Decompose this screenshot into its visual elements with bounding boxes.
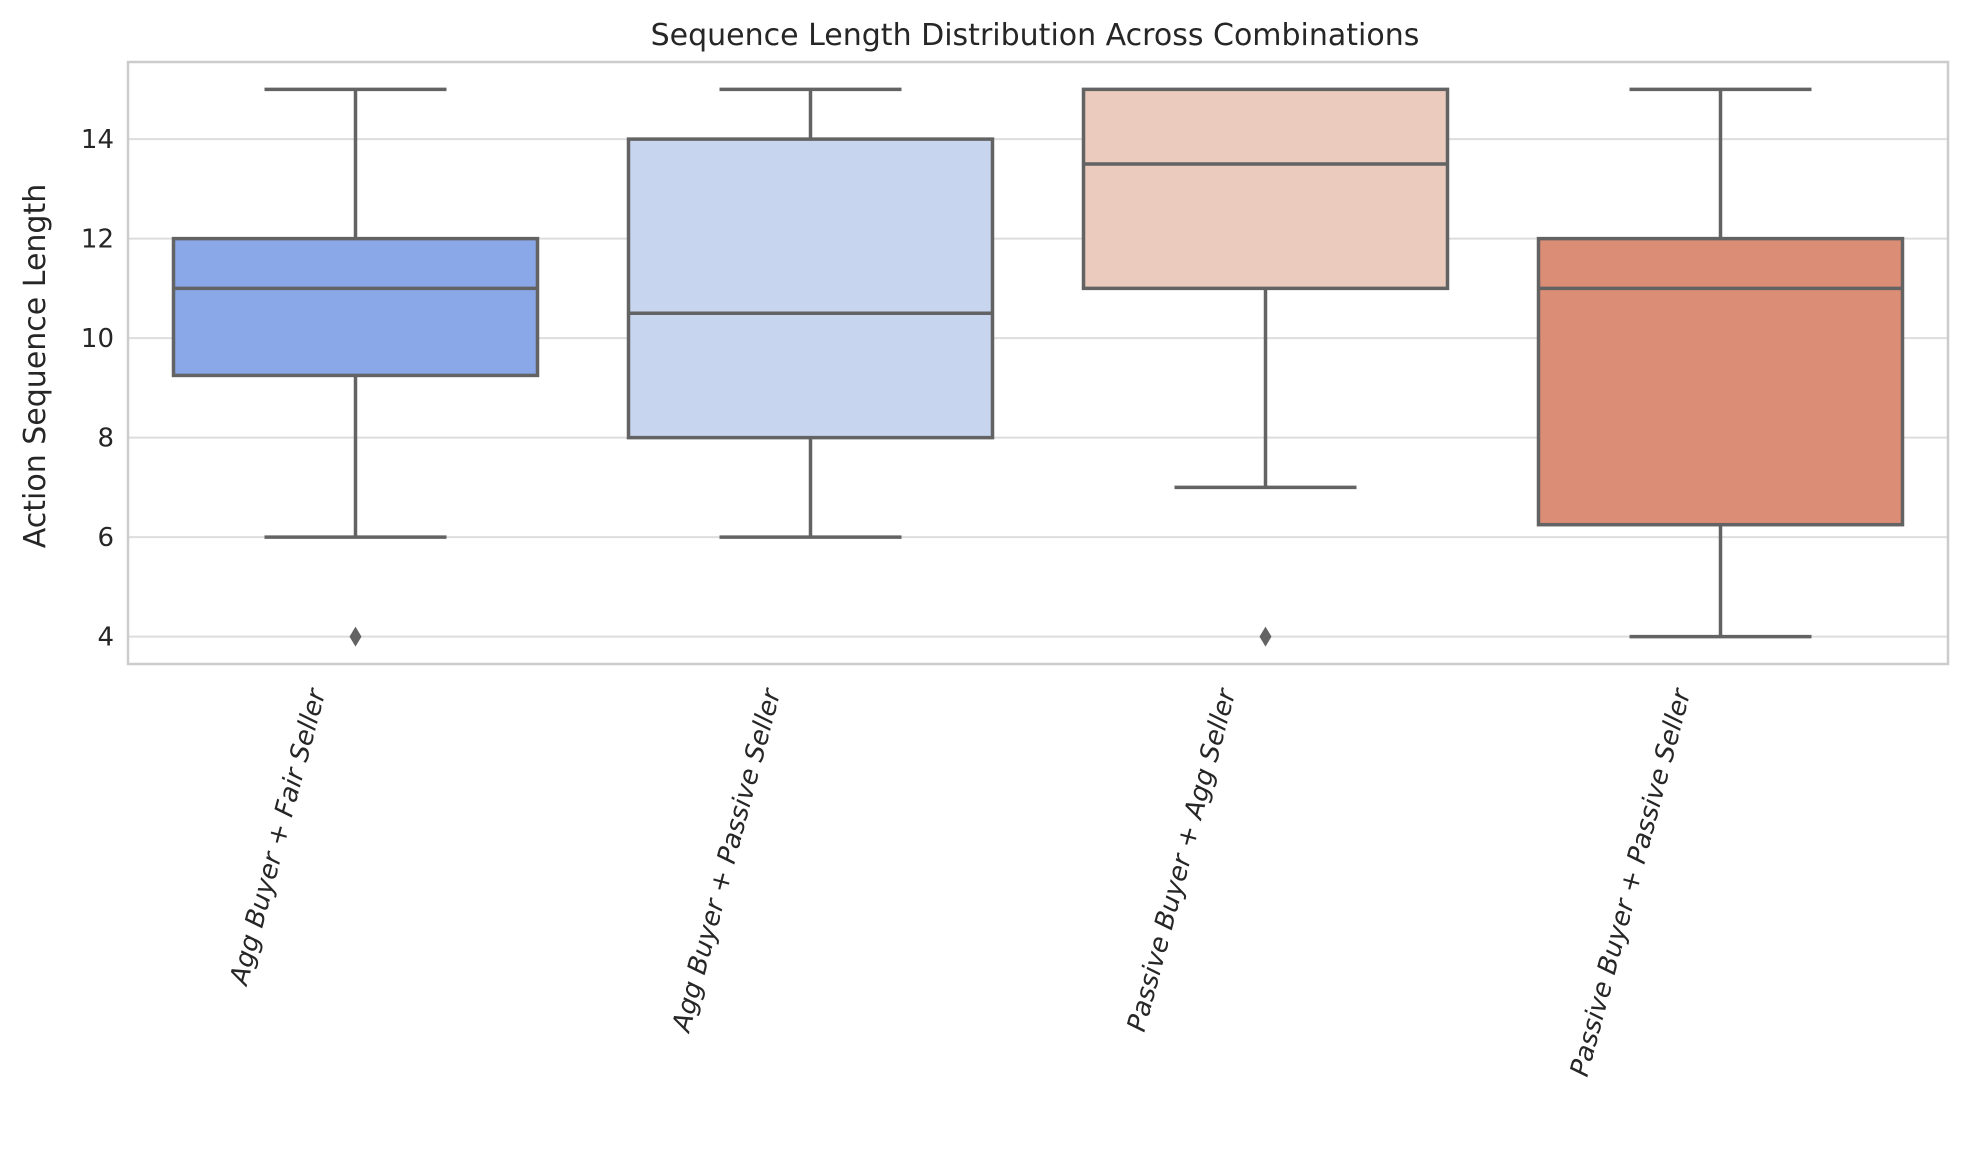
y-tick-label: 4	[97, 623, 114, 653]
box-group-1	[171, 87, 540, 647]
y-tick-label: 6	[97, 523, 114, 553]
y-tick-label: 12	[81, 225, 114, 255]
box-series	[171, 87, 1905, 647]
y-tick-label: 10	[81, 324, 114, 354]
x-tick-label: Passive Buyer + Agg Seller	[1122, 684, 1243, 1035]
outlier-marker	[349, 626, 362, 647]
y-tick-label: 8	[97, 424, 114, 454]
x-tick-label: Agg Buyer + Passive Seller	[666, 684, 787, 1037]
plot-frame	[126, 60, 1950, 666]
chart-title: Sequence Length Distribution Across Comb…	[651, 18, 1420, 53]
y-axis-label: Action Sequence Length	[18, 184, 53, 548]
iqr-box	[626, 137, 995, 440]
iqr-box	[1081, 87, 1450, 291]
box-group-4	[1536, 87, 1905, 639]
iqr-box	[171, 236, 540, 378]
x-axis-ticks: Agg Buyer + Fair Seller Agg Buyer + Passi…	[224, 684, 1698, 1080]
iqr-box	[1536, 236, 1905, 527]
y-axis-ticks: 4 6 8 10 12 14	[81, 125, 114, 653]
box-group-3	[1081, 87, 1450, 647]
x-tick-label: Passive Buyer + Passive Seller	[1565, 684, 1698, 1080]
y-tick-label: 14	[81, 125, 114, 155]
x-tick-label: Agg Buyer + Fair Seller	[224, 684, 333, 990]
outlier-marker	[1259, 626, 1272, 647]
box-group-2	[626, 87, 995, 539]
